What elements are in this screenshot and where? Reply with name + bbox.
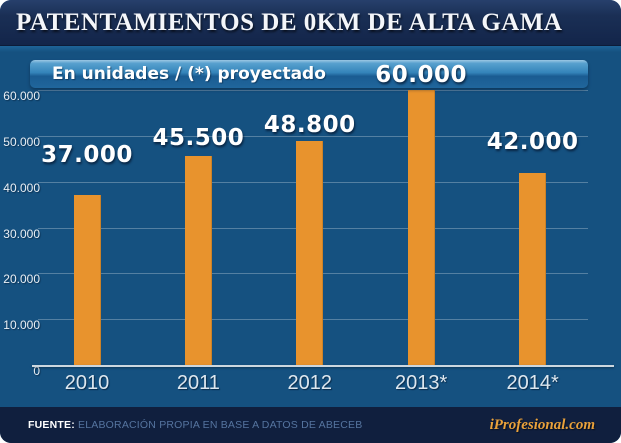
y-axis-tick-label: 0 <box>33 364 40 378</box>
bar-2014* <box>519 172 547 366</box>
x-axis-line <box>32 365 614 367</box>
y-axis-tick-label: 40.000 <box>3 180 40 195</box>
x-axis-tick-label: 2013* <box>395 372 448 394</box>
y-gridline <box>38 135 588 137</box>
source-label: FUENTE: <box>28 419 75 431</box>
bar-2012 <box>296 141 324 366</box>
bar-value-label: 48.800 <box>263 112 356 138</box>
page-title: PATENTAMIENTOS DE 0KM DE ALTA GAMA <box>16 8 563 36</box>
bar-2010 <box>73 195 101 366</box>
title-bar: PATENTAMIENTOS DE 0KM DE ALTA GAMA <box>0 0 621 46</box>
chart-area: En unidades / (*) proyectado 0 10.000 20.0… <box>0 46 621 407</box>
y-axis-tick-label: 30.000 <box>3 226 40 241</box>
x-axis-tick-label: 2014* <box>506 372 559 394</box>
y-gridline <box>38 90 588 91</box>
footer-bar: FUENTE: ELABORACIÓN PROPIA EN BASE A DAT… <box>0 407 621 443</box>
brand-logo: iProfesional.com <box>489 416 595 433</box>
y-axis-tick-label: 10.000 <box>3 318 40 333</box>
bar-value-label: 60.000 <box>375 62 468 88</box>
bar-2011 <box>184 156 212 366</box>
y-axis-tick-label: 60.000 <box>3 89 40 103</box>
source-text: ELABORACIÓN PROPIA EN BASE A DATOS DE AB… <box>74 419 363 431</box>
bar-value-label: 45.500 <box>152 125 245 151</box>
source-note: FUENTE: ELABORACIÓN PROPIA EN BASE A DAT… <box>28 419 362 431</box>
bar-value-label: 42.000 <box>486 129 579 155</box>
x-axis-tick-label: 2011 <box>176 372 220 394</box>
y-axis-tick-label: 50.000 <box>3 134 40 149</box>
chart-subtitle-strip: En unidades / (*) proyectado <box>30 60 588 88</box>
bar-2013* <box>407 90 435 366</box>
y-axis-tick-label: 20.000 <box>3 272 40 287</box>
x-axis-tick-label: 2012 <box>287 372 333 394</box>
bar-value-label: 37.000 <box>41 142 133 168</box>
chart-subtitle: En unidades / (*) proyectado <box>52 64 326 84</box>
x-axis-tick-label: 2010 <box>64 372 110 394</box>
